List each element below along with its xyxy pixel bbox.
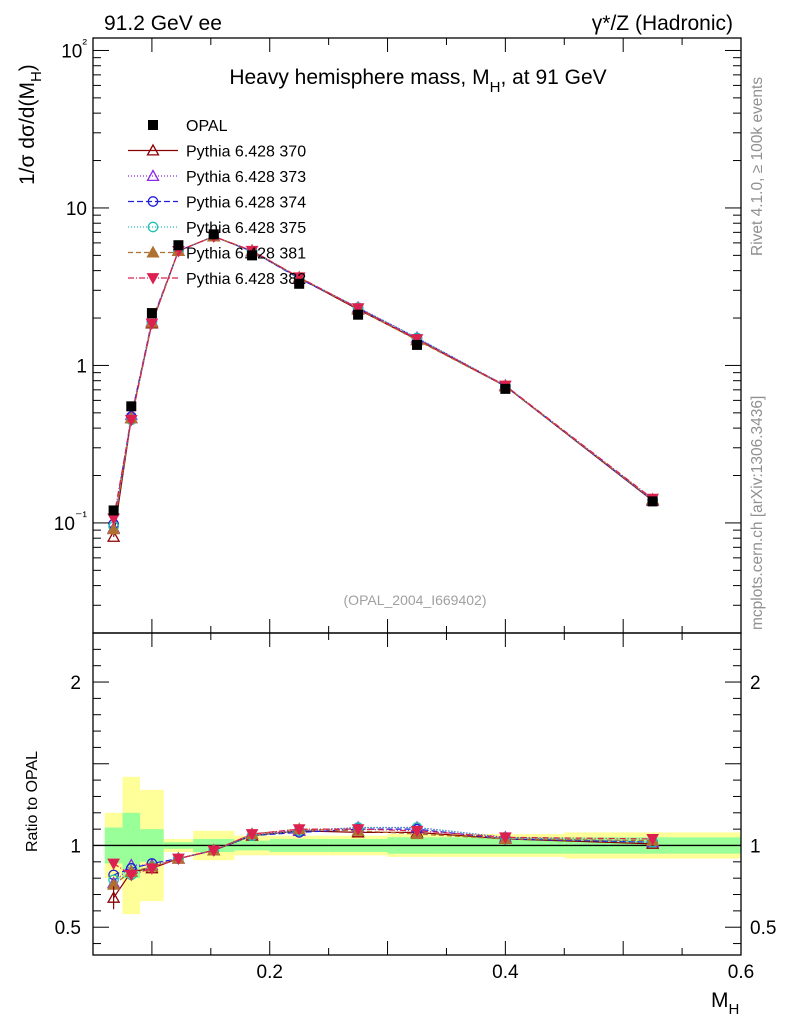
ratio-point [207,845,221,857]
x-tick-label: 0.4 [492,962,519,983]
ratio-tick-label-left: 1 [70,836,81,857]
ratio-point [145,863,159,875]
rivet-version-label: Rivet 4.1.0, ≥ 100k events [749,77,766,256]
ratio-tick-label-left: 2 [70,673,81,694]
legend: OPAL Pythia 6.428 370 Pythia 6.428 373 Pyth… [128,118,306,288]
legend-label-data: OPAL [186,118,228,135]
x-tick-label: 0.2 [257,962,283,983]
legend-marker [146,245,160,258]
ratio-point [172,853,185,866]
ratio-series-line [113,826,653,881]
data-point [500,383,511,394]
axes: 0.2 0.4 0.6 10⁻¹ 1 10 10² 0.5 0.5 1 1 2 2 [54,35,777,983]
data-point [647,496,658,507]
analysis-id: (OPAL_2004_I669402) [344,592,487,608]
ratio-point [499,832,512,844]
ratio-point [124,870,138,882]
x-axis-label: MH [711,989,739,1018]
mcplots-label: mcplots.cern.ch [arXiv:1306.3436] [749,396,766,630]
ratio-point [410,825,424,838]
y-axis-label: 1/σ dσ/d(MH) [16,64,45,185]
ratio-tick-label-right: 2 [750,673,761,694]
data-point [126,401,137,412]
legend-marker-data [148,120,158,130]
legend-marker [147,221,159,233]
header-right: γ*/Z (Hadronic) [592,12,733,35]
data-point [208,229,219,240]
data-point [353,309,364,320]
series-point [410,334,424,346]
y-tick-label: 10⁻¹ [54,508,88,535]
data-point [412,339,422,350]
ratio-tick-label-left: 0.5 [55,918,81,939]
series-point [107,522,121,535]
ratio-point [107,858,120,870]
legend-marker [147,196,159,207]
ratio-point [646,834,659,846]
legend-label: Pythia 6.428 381 [186,246,306,263]
series-point [145,318,159,330]
header-left: 91.2 GeV ee [104,12,222,35]
legend-label: Pythia 6.428 382 [186,271,306,288]
data-point [108,505,119,516]
ratio-y-axis-label: Ratio to OPAL [24,751,41,852]
series-point [107,529,121,542]
x-tick-label: 0.6 [728,962,754,983]
ratio-tick-label-right: 1 [750,836,761,857]
ratio-tick-label-right: 0.5 [750,918,776,939]
ratio-point [351,824,365,836]
legend-label: Pythia 6.428 374 [186,195,306,212]
series-point [124,415,138,427]
ratio-panel [93,776,741,915]
chart-title: Heavy hemisphere mass, MH, at 91 GeV [229,66,606,96]
data-point [146,308,157,319]
legend-label: Pythia 6.428 373 [186,169,306,186]
data-point [247,250,258,261]
legend-marker [146,273,160,285]
y-tick-label: 1 [76,356,87,377]
y-tick-label: 10² [61,35,87,62]
data-point [173,240,184,251]
y-tick-label: 10 [66,199,87,220]
legend-label: Pythia 6.428 370 [186,144,306,161]
series-point [292,272,306,284]
ratio-point [292,824,306,836]
main-panel [107,229,660,542]
legend-label: Pythia 6.428 375 [186,220,306,237]
series-point [351,303,365,315]
legend-marker [146,169,160,182]
ratio-frame [92,632,742,956]
ratio-point [245,829,259,841]
legend-marker [146,143,160,156]
data-point [294,278,305,289]
ratio-series-line [113,826,653,884]
